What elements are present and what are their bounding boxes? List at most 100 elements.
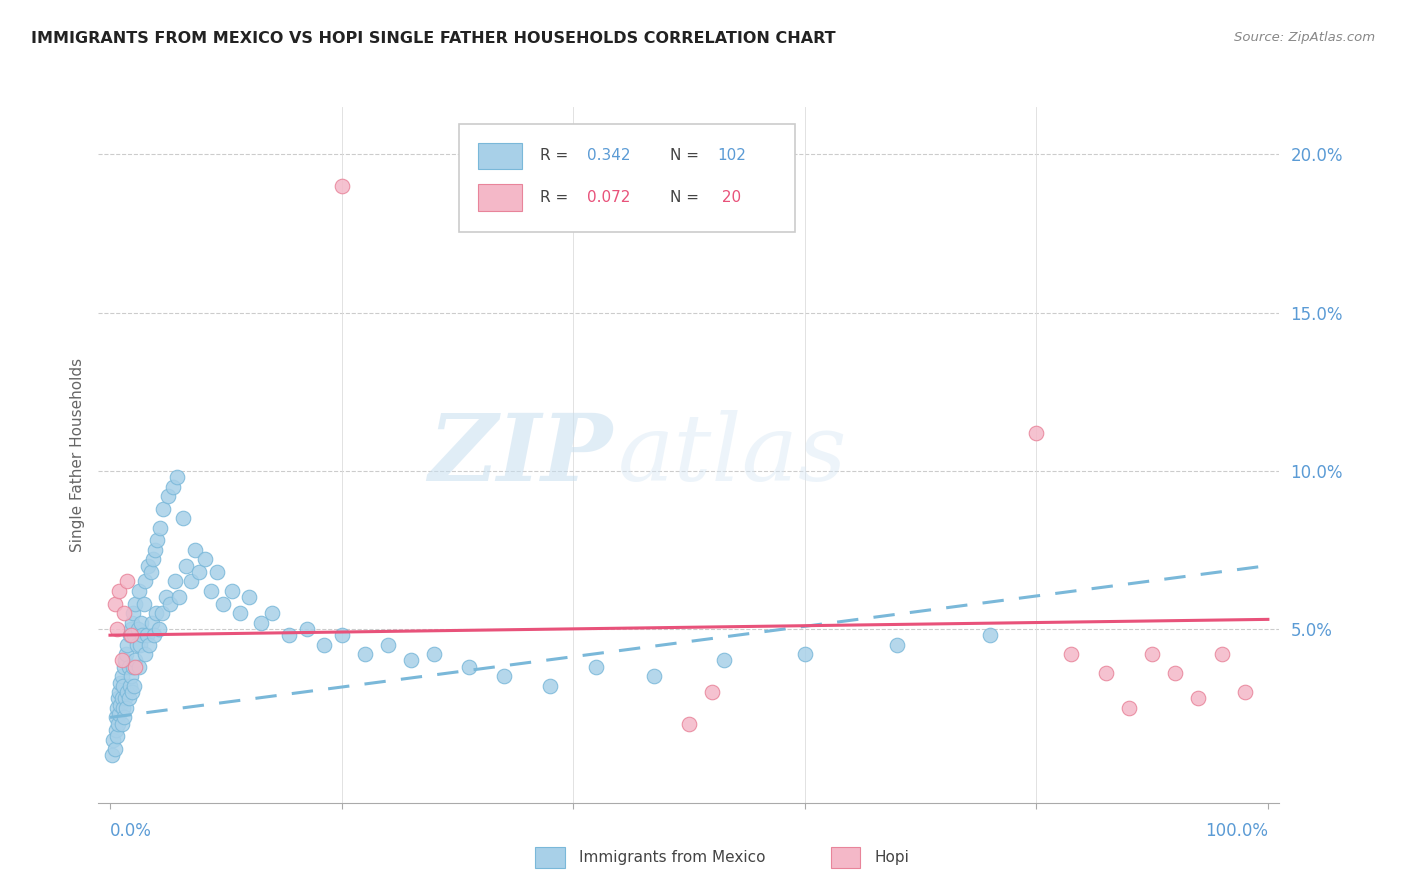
Text: ZIP: ZIP bbox=[427, 410, 612, 500]
Point bbox=[1025, 425, 1047, 440]
Point bbox=[146, 533, 169, 548]
Point bbox=[104, 742, 127, 756]
Point bbox=[145, 606, 167, 620]
Text: IMMIGRANTS FROM MEXICO VS HOPI SINGLE FATHER HOUSEHOLDS CORRELATION CHART: IMMIGRANTS FROM MEXICO VS HOPI SINGLE FA… bbox=[31, 31, 835, 46]
Point bbox=[129, 615, 152, 630]
Point bbox=[212, 597, 235, 611]
Point bbox=[124, 679, 146, 693]
Text: 0.0%: 0.0% bbox=[110, 822, 152, 840]
Point bbox=[314, 638, 336, 652]
Point bbox=[120, 628, 142, 642]
Point bbox=[110, 653, 132, 667]
Point bbox=[129, 638, 152, 652]
Point bbox=[114, 653, 136, 667]
Point bbox=[112, 710, 135, 724]
Point bbox=[115, 701, 138, 715]
Point bbox=[101, 748, 124, 763]
Point bbox=[105, 701, 128, 715]
Point bbox=[110, 716, 132, 731]
Point bbox=[1211, 647, 1233, 661]
Point bbox=[110, 675, 132, 690]
Point bbox=[103, 732, 125, 747]
Point bbox=[700, 685, 723, 699]
Point bbox=[138, 638, 160, 652]
Point bbox=[107, 716, 129, 731]
Point bbox=[194, 552, 217, 566]
Point bbox=[149, 521, 172, 535]
Point bbox=[159, 597, 181, 611]
Point bbox=[793, 647, 815, 661]
Point bbox=[120, 622, 142, 636]
Point bbox=[134, 574, 156, 589]
Point bbox=[139, 565, 162, 579]
Point bbox=[205, 565, 228, 579]
Point bbox=[105, 730, 128, 744]
Point bbox=[112, 606, 135, 620]
Text: N =: N = bbox=[671, 148, 704, 163]
Point bbox=[180, 574, 202, 589]
Point bbox=[112, 660, 135, 674]
Point bbox=[169, 591, 191, 605]
Point bbox=[110, 691, 132, 706]
Point bbox=[104, 710, 127, 724]
Text: N =: N = bbox=[671, 190, 704, 205]
Point bbox=[156, 489, 179, 503]
Point bbox=[110, 669, 132, 683]
Point bbox=[1140, 647, 1163, 661]
Point bbox=[117, 685, 139, 699]
Point bbox=[118, 628, 141, 642]
Point bbox=[117, 638, 139, 652]
Point bbox=[136, 628, 159, 642]
Point bbox=[128, 583, 150, 598]
Point bbox=[238, 591, 260, 605]
Point bbox=[105, 622, 128, 636]
Point bbox=[585, 660, 607, 674]
Point bbox=[176, 558, 198, 573]
Point bbox=[143, 542, 166, 557]
Text: Source: ZipAtlas.com: Source: ZipAtlas.com bbox=[1234, 31, 1375, 45]
Point bbox=[124, 660, 146, 674]
Point bbox=[458, 660, 481, 674]
Point bbox=[121, 685, 143, 699]
Point bbox=[122, 660, 145, 674]
Point bbox=[152, 501, 174, 516]
Point bbox=[399, 653, 422, 667]
Point bbox=[104, 723, 127, 737]
Point bbox=[132, 597, 155, 611]
Text: atlas: atlas bbox=[619, 410, 848, 500]
Point bbox=[111, 679, 134, 693]
Point bbox=[127, 622, 149, 636]
Point bbox=[117, 574, 139, 589]
Text: 20: 20 bbox=[717, 190, 741, 205]
Bar bbox=[831, 847, 860, 868]
Point bbox=[166, 470, 188, 484]
Point bbox=[108, 685, 131, 699]
Point bbox=[142, 552, 165, 566]
Point bbox=[423, 647, 446, 661]
Point bbox=[110, 698, 132, 712]
Y-axis label: Single Father Households: Single Father Households bbox=[69, 358, 84, 552]
Bar bbox=[478, 143, 523, 169]
Point bbox=[163, 574, 186, 589]
Text: 0.342: 0.342 bbox=[588, 148, 631, 163]
Point bbox=[148, 622, 170, 636]
Point bbox=[108, 583, 131, 598]
Point bbox=[111, 701, 134, 715]
Point bbox=[330, 628, 353, 642]
Point bbox=[1094, 666, 1116, 681]
Text: Hopi: Hopi bbox=[875, 850, 910, 865]
Point bbox=[124, 628, 146, 642]
Point bbox=[538, 679, 561, 693]
Text: 102: 102 bbox=[717, 148, 747, 163]
Point bbox=[228, 606, 250, 620]
Point bbox=[108, 707, 131, 722]
Point bbox=[1118, 701, 1140, 715]
Point bbox=[1060, 647, 1083, 661]
Bar bbox=[536, 847, 565, 868]
Point bbox=[713, 653, 735, 667]
Point bbox=[136, 558, 159, 573]
Point bbox=[141, 615, 163, 630]
Point bbox=[118, 679, 141, 693]
Bar bbox=[478, 185, 523, 211]
Point bbox=[143, 628, 166, 642]
